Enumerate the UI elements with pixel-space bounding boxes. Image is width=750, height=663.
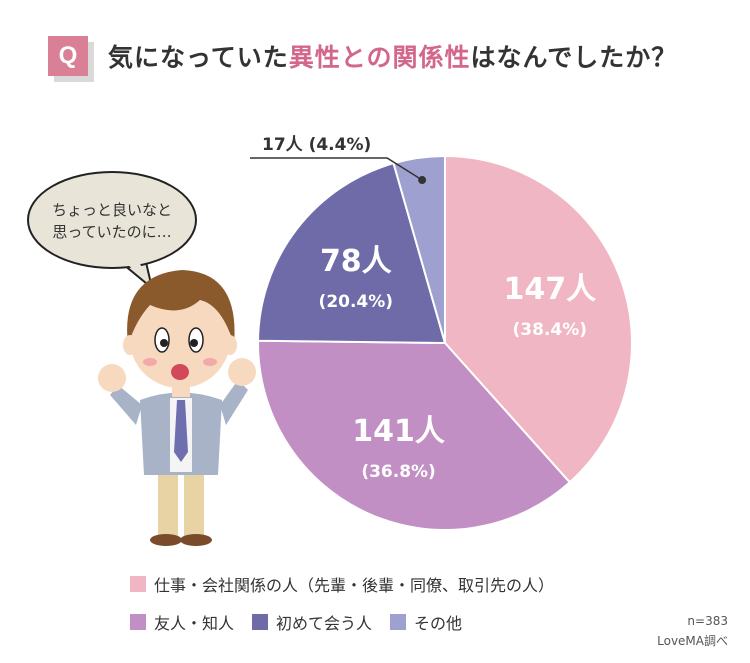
legend-item-other: その他 bbox=[390, 610, 462, 634]
source-note: LoveMA調べ bbox=[657, 634, 728, 648]
pie-slice-friend bbox=[257, 339, 572, 531]
bubble-line-2: 思っていたのに… bbox=[52, 223, 171, 241]
legend-swatch-friend bbox=[130, 614, 146, 630]
pie-slice-other bbox=[392, 154, 446, 344]
slice-pct-friend: (36.8%) bbox=[361, 462, 436, 482]
slice-count-first-meet: 78人 bbox=[320, 244, 392, 279]
slice-count-friend: 141人 bbox=[352, 414, 445, 449]
title-part-2: はなんでしたか？ bbox=[470, 43, 678, 72]
pie-slices bbox=[257, 154, 633, 531]
title-highlight: 異性との関係性 bbox=[288, 43, 471, 72]
title-part-1: 気になっていた bbox=[108, 43, 289, 72]
legend-swatch-first-meet bbox=[252, 614, 269, 630]
slice-count-work: 147人 bbox=[503, 272, 596, 307]
bubble-line-1: ちょっと良いなと bbox=[52, 201, 172, 219]
sample-size: n=383 bbox=[687, 614, 728, 628]
legend-label-first-meet: 初めて会う人 bbox=[276, 614, 373, 633]
legend-label-friend: 友人・知人 bbox=[154, 614, 235, 633]
page-title: 気になっていた異性との関係性はなんでしたか？ bbox=[108, 38, 677, 74]
callout-line-other bbox=[250, 157, 423, 181]
character-illustration bbox=[98, 270, 256, 546]
legend-swatch-other bbox=[390, 614, 407, 630]
slice-count-other: 17人 (4.4%) bbox=[262, 135, 371, 155]
slice-pct-first-meet: (20.4%) bbox=[319, 292, 394, 312]
legend-swatch-work bbox=[130, 576, 146, 592]
legend-row-2: 友人・知人 初めて会う人 その他 bbox=[130, 610, 480, 634]
legend-label-other: その他 bbox=[414, 614, 463, 633]
speech-bubble: ちょっと良いなと 思っていたのに… bbox=[27, 171, 197, 291]
legend-label-work: 仕事・会社関係の人（先輩・後輩・同僚、取引先の人） bbox=[154, 576, 555, 595]
legend-item-first-meet: 初めて会う人 bbox=[252, 610, 372, 634]
legend-item-friend: 友人・知人 bbox=[130, 610, 234, 634]
question-badge: Q bbox=[48, 36, 88, 76]
legend-item-work: 仕事・会社関係の人（先輩・後輩・同僚、取引先の人） bbox=[130, 572, 554, 596]
pie-callout: 17人 (4.4%) bbox=[250, 135, 427, 185]
slice-pct-work: (38.4%) bbox=[513, 320, 588, 340]
pie-labels: 147人 (38.4%) 141人 (36.8%) 78人 (20.4%) bbox=[319, 244, 597, 482]
legend-row-1: 仕事・会社関係の人（先輩・後輩・同僚、取引先の人） bbox=[130, 572, 572, 596]
pie-slice-first-meet bbox=[257, 161, 447, 345]
pie-slice-work bbox=[444, 154, 633, 484]
